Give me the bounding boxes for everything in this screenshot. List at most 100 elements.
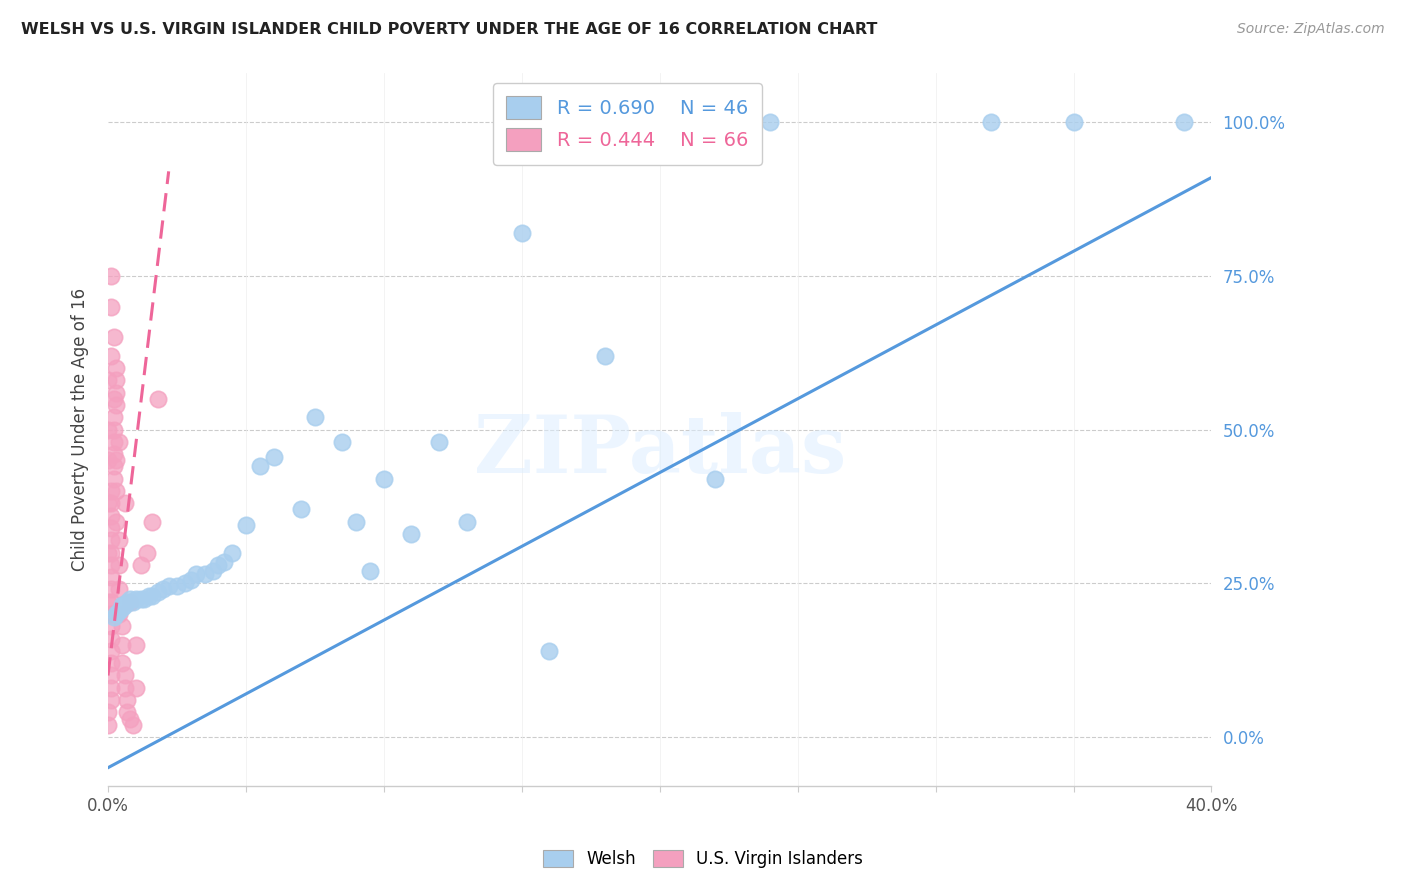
Legend: R = 0.690    N = 46, R = 0.444    N = 66: R = 0.690 N = 46, R = 0.444 N = 66 <box>494 83 762 164</box>
Point <box>249 459 271 474</box>
Point <box>111 656 134 670</box>
Point <box>105 361 128 376</box>
Point <box>100 300 122 314</box>
Point <box>146 392 169 406</box>
Point <box>100 533 122 548</box>
Point <box>108 607 131 621</box>
Point <box>186 567 208 582</box>
Point <box>103 610 125 624</box>
Point <box>97 545 120 559</box>
Legend: Welsh, U.S. Virgin Islanders: Welsh, U.S. Virgin Islanders <box>534 842 872 877</box>
Point <box>108 533 131 548</box>
Point <box>207 558 229 572</box>
Point <box>97 496 120 510</box>
Point <box>103 472 125 486</box>
Point <box>100 607 122 621</box>
Point <box>146 585 169 599</box>
Point <box>100 632 122 646</box>
Point <box>97 595 120 609</box>
Point <box>759 115 782 129</box>
Point <box>401 527 423 541</box>
Point <box>114 681 136 695</box>
Point <box>100 521 122 535</box>
Point <box>593 349 616 363</box>
Point <box>290 502 312 516</box>
Point <box>980 115 1002 129</box>
Point <box>97 717 120 731</box>
Point <box>105 453 128 467</box>
Point <box>100 558 122 572</box>
Point <box>174 576 197 591</box>
Point <box>114 496 136 510</box>
Point <box>103 330 125 344</box>
Point <box>212 555 235 569</box>
Point <box>100 268 122 283</box>
Point <box>132 591 155 606</box>
Y-axis label: Child Poverty Under the Age of 16: Child Poverty Under the Age of 16 <box>72 288 89 571</box>
Point <box>103 447 125 461</box>
Point <box>135 545 157 559</box>
Point <box>152 582 174 597</box>
Point <box>427 434 450 449</box>
Point <box>103 459 125 474</box>
Point <box>201 564 224 578</box>
Point <box>263 450 285 465</box>
Point <box>304 410 326 425</box>
Point <box>100 644 122 658</box>
Point <box>111 598 134 612</box>
Point <box>235 517 257 532</box>
Point <box>510 226 533 240</box>
Point <box>100 483 122 498</box>
Point <box>120 595 142 609</box>
Point <box>538 644 561 658</box>
Point <box>105 373 128 387</box>
Point <box>121 595 143 609</box>
Point <box>129 558 152 572</box>
Point <box>97 373 120 387</box>
Point <box>103 434 125 449</box>
Point <box>344 515 367 529</box>
Point <box>100 582 122 597</box>
Point <box>1173 115 1195 129</box>
Point <box>117 693 139 707</box>
Point <box>108 582 131 597</box>
Point <box>100 349 122 363</box>
Point <box>103 410 125 425</box>
Point <box>141 515 163 529</box>
Point <box>703 472 725 486</box>
Point <box>129 591 152 606</box>
Point <box>108 604 131 618</box>
Point <box>1063 115 1085 129</box>
Point <box>114 668 136 682</box>
Text: Source: ZipAtlas.com: Source: ZipAtlas.com <box>1237 22 1385 37</box>
Point <box>166 579 188 593</box>
Point <box>97 423 120 437</box>
Point <box>359 564 381 578</box>
Point <box>117 706 139 720</box>
Point <box>117 595 139 609</box>
Point <box>97 453 120 467</box>
Point <box>105 483 128 498</box>
Point <box>100 656 122 670</box>
Point <box>114 598 136 612</box>
Point <box>193 567 215 582</box>
Point <box>100 595 122 609</box>
Point <box>111 619 134 633</box>
Point <box>108 434 131 449</box>
Point <box>100 681 122 695</box>
Point <box>108 558 131 572</box>
Point <box>124 638 146 652</box>
Point <box>103 392 125 406</box>
Point <box>121 717 143 731</box>
Point <box>105 515 128 529</box>
Point <box>100 508 122 523</box>
Point <box>157 579 180 593</box>
Point <box>105 385 128 400</box>
Point <box>100 496 122 510</box>
Point <box>332 434 354 449</box>
Point <box>105 607 128 621</box>
Text: WELSH VS U.S. VIRGIN ISLANDER CHILD POVERTY UNDER THE AGE OF 16 CORRELATION CHAR: WELSH VS U.S. VIRGIN ISLANDER CHILD POVE… <box>21 22 877 37</box>
Point <box>103 423 125 437</box>
Point <box>124 591 146 606</box>
Point <box>100 545 122 559</box>
